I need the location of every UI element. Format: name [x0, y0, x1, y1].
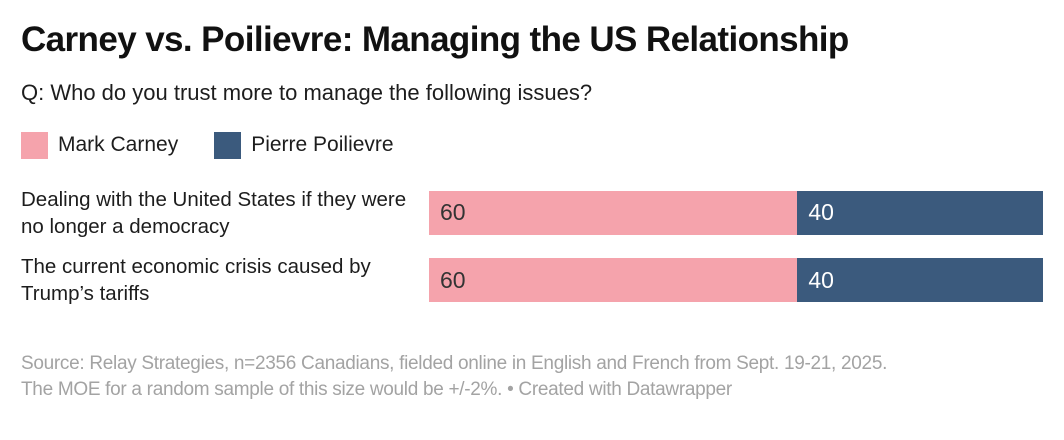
bar-rows: Dealing with the United States if they w… [21, 186, 1043, 308]
bar-track: 60 40 [429, 258, 1043, 303]
bar-row-tariffs: The current economic crisis caused by Tr… [21, 253, 1043, 308]
bar-value-poilievre: 40 [808, 199, 834, 226]
bar-value-carney: 60 [440, 266, 466, 293]
carney-color-swatch [21, 131, 48, 159]
source-note-line2: The MOE for a random sample of this size… [21, 378, 732, 400]
legend-item-poilievre: Pierre Poilievre [214, 131, 394, 159]
source-note-line1: Source: Relay Strategies, n=2356 Canadia… [21, 352, 888, 374]
bar-segment-poilievre: 40 [797, 258, 1043, 303]
bar-segment-carney: 60 [429, 258, 798, 303]
legend-item-carney: Mark Carney [21, 131, 179, 159]
row-label: The current economic crisis caused by Tr… [21, 255, 371, 306]
poilievre-color-swatch [214, 131, 242, 159]
legend-label-poilievre: Pierre Poilievre [251, 133, 394, 157]
bar-value-poilievre: 40 [808, 266, 834, 293]
bar-segment-carney: 60 [429, 190, 798, 235]
bar-value-carney: 60 [440, 199, 466, 226]
source-note: Source: Relay Strategies, n=2356 Canadia… [21, 351, 1043, 403]
chart-title: Carney vs. Poilievre: Managing the US Re… [21, 20, 849, 59]
legend-label-carney: Mark Carney [58, 133, 179, 157]
chart-subtitle: Q: Who do you trust more to manage the f… [21, 80, 593, 106]
bar-track: 60 40 [429, 190, 1043, 235]
bar-row-democracy: Dealing with the United States if they w… [21, 186, 1043, 241]
bar-segment-poilievre: 40 [797, 190, 1043, 235]
row-label: Dealing with the United States if they w… [21, 187, 407, 238]
legend: Mark Carney Pierre Poilievre [21, 131, 1043, 159]
